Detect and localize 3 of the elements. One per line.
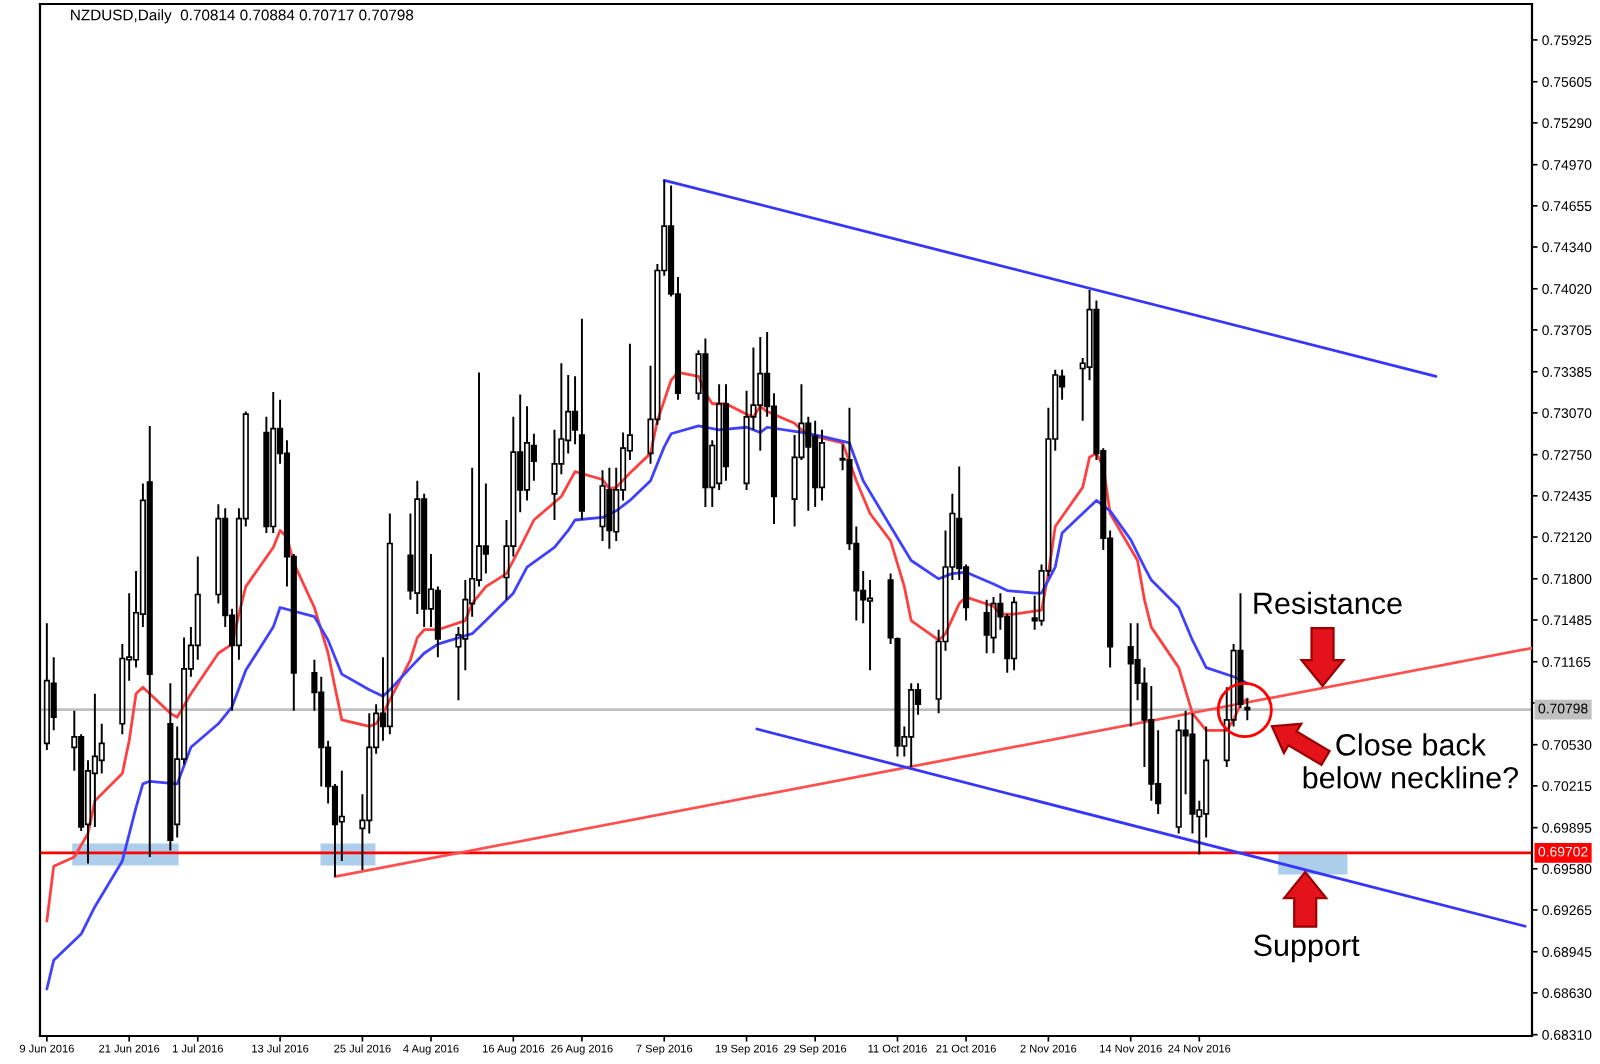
annotation: Close back below neckline? [1303,733,1518,789]
annotation: Resistance [1254,591,1402,615]
annotation: Support [1253,934,1360,963]
